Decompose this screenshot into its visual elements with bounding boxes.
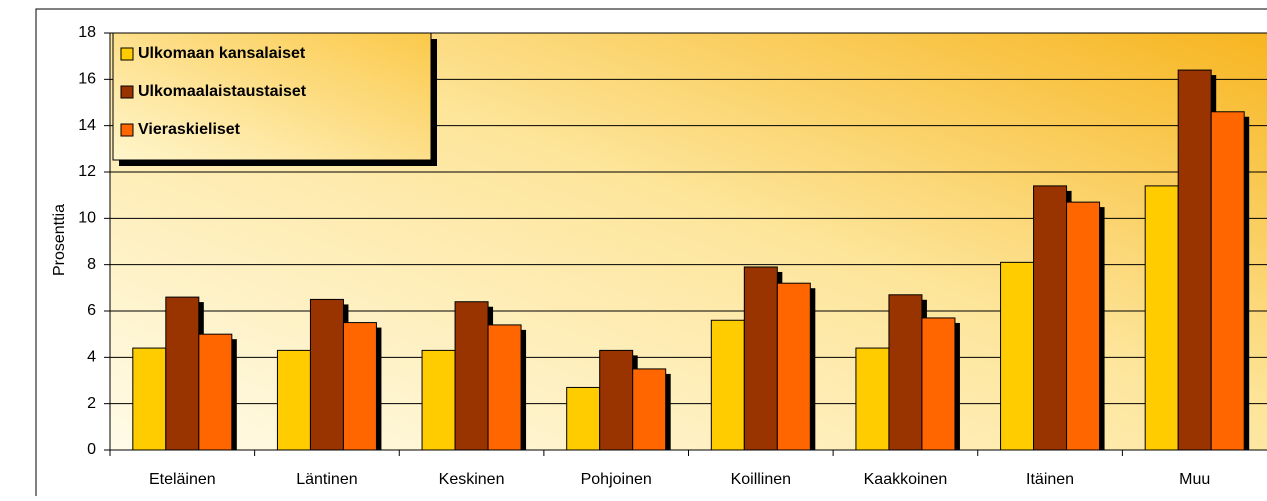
bar <box>1210 111 1245 451</box>
x-tick-label: Muu <box>1179 471 1210 488</box>
bar <box>632 368 667 451</box>
bar <box>309 298 344 451</box>
legend-box <box>112 32 432 161</box>
bar <box>421 349 456 451</box>
legend: Ulkomaan kansalaiset Ulkomaalaistaustaise… <box>112 32 437 166</box>
bar <box>921 317 956 451</box>
bar <box>743 266 778 451</box>
x-tick-label: Läntinen <box>296 471 357 488</box>
x-tick-label: Kaakkoinen <box>864 471 948 488</box>
legend-label: Ulkomaan kansalaiset <box>138 45 306 62</box>
y-tick-label: 2 <box>87 395 96 412</box>
legend-swatch <box>120 85 134 99</box>
x-tick-label: Pohjoinen <box>581 471 652 488</box>
y-tick-label: 10 <box>78 210 96 227</box>
y-tick-label: 12 <box>78 163 96 180</box>
bar <box>165 296 200 451</box>
bar <box>1066 201 1101 451</box>
y-axis-label: Prosenttia <box>51 204 68 276</box>
bar <box>855 347 890 451</box>
bar <box>276 349 311 451</box>
x-tick-label: Eteläinen <box>149 471 216 488</box>
y-tick-label: 0 <box>87 441 96 458</box>
x-tick-label: Koillinen <box>731 471 791 488</box>
y-tick-label: 6 <box>87 302 96 319</box>
legend-label: Ulkomaalaistaustaiset <box>138 83 307 100</box>
bar <box>198 333 233 451</box>
bar <box>710 319 745 451</box>
legend-swatch <box>120 123 134 137</box>
y-tick-label: 4 <box>87 349 96 366</box>
bar <box>1144 185 1179 451</box>
bar <box>342 322 377 451</box>
bar <box>888 294 923 451</box>
bar <box>1033 185 1068 451</box>
y-tick-label: 18 <box>78 24 96 41</box>
legend-swatch <box>120 47 134 61</box>
y-tick-label: 8 <box>87 256 96 273</box>
y-tick-label: 14 <box>78 117 96 134</box>
legend-label: Vieraskieliset <box>138 121 241 138</box>
bar <box>599 349 634 451</box>
bar <box>487 324 522 451</box>
bar <box>454 301 489 451</box>
bar <box>132 347 167 451</box>
bar <box>1177 69 1212 451</box>
bar <box>776 282 811 451</box>
x-tick-label: Keskinen <box>439 471 505 488</box>
bar <box>566 386 601 451</box>
bar <box>1000 261 1035 451</box>
x-tick-label: Itäinen <box>1026 471 1074 488</box>
y-tick-label: 16 <box>78 71 96 88</box>
